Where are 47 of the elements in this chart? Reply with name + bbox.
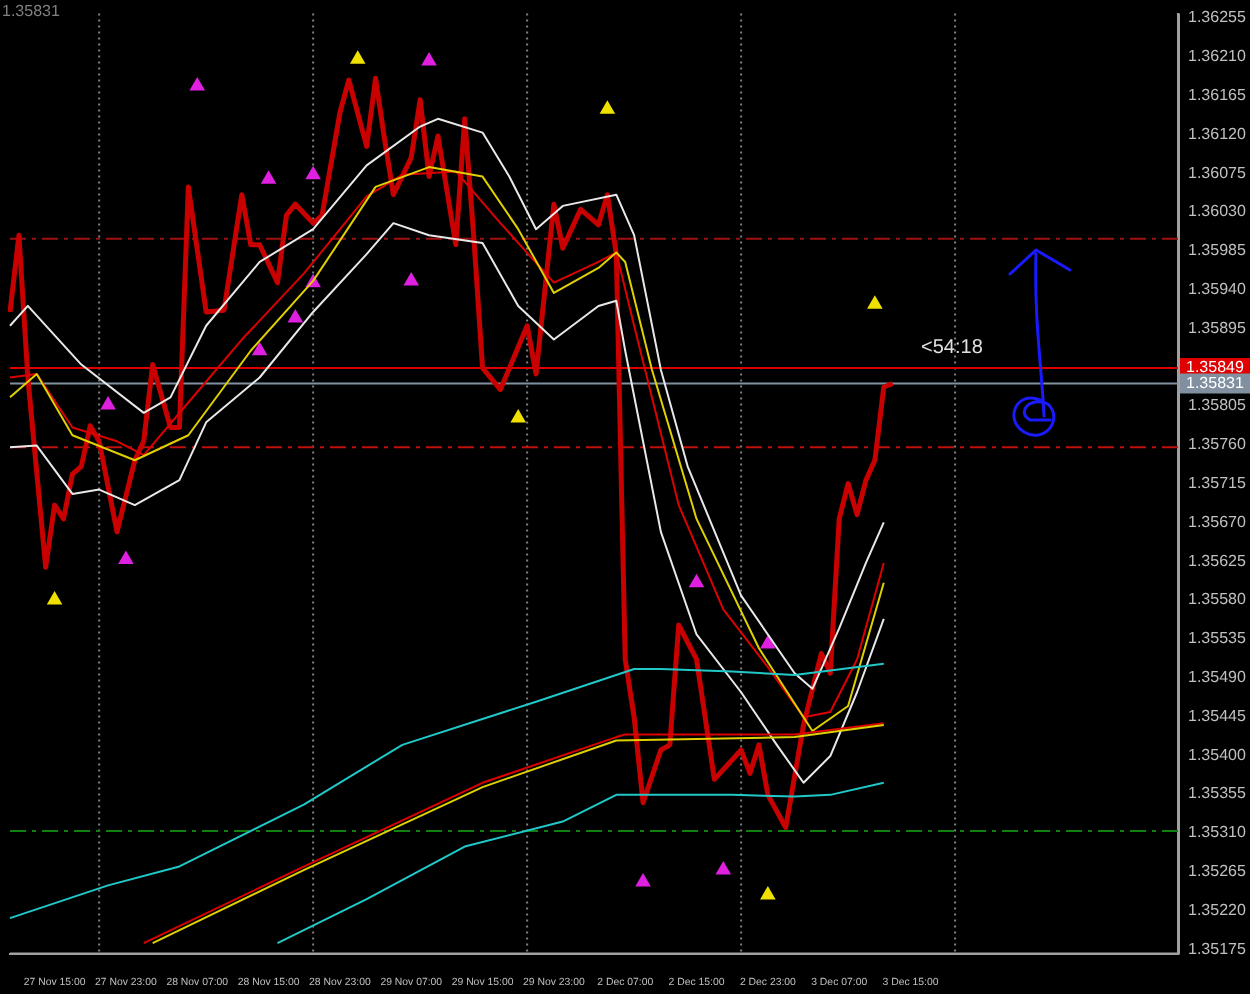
point	[404, 272, 419, 286]
point	[261, 171, 276, 184]
point	[118, 551, 133, 564]
point	[760, 635, 775, 649]
y-tick-label: 1.35535	[1188, 629, 1247, 648]
y-tick-label: 1.35985	[1188, 241, 1247, 260]
y-tick-label: 1.35310	[1188, 823, 1247, 842]
point	[867, 296, 882, 309]
y-tick-label: 1.35760	[1188, 435, 1247, 454]
point	[350, 51, 365, 64]
y-tick-label: 1.36075	[1188, 163, 1247, 182]
y-tick-label: 1.35895	[1188, 318, 1247, 337]
y-tick-label: 1.35670	[1188, 512, 1247, 531]
annotation: <54:18	[921, 336, 984, 359]
point	[421, 53, 437, 66]
point	[600, 101, 615, 114]
point	[101, 397, 116, 410]
y-tick-label: 1.35580	[1188, 590, 1247, 609]
point	[716, 861, 731, 875]
y-tick-label: 1.35400	[1188, 745, 1247, 764]
y-tick-label: 1.35220	[1188, 900, 1247, 919]
y-tick-label: 1.35355	[1188, 784, 1247, 803]
ref-line-label: 1.35849	[1186, 358, 1245, 377]
point	[47, 591, 62, 605]
ref-line-label: 1.35831	[1186, 373, 1245, 392]
point	[635, 873, 651, 887]
point	[511, 410, 526, 423]
point	[689, 574, 704, 588]
y-tick-label: 1.35490	[1188, 667, 1247, 686]
point	[190, 78, 205, 91]
y-tick-label: 1.36165	[1188, 85, 1247, 104]
annotation: 1.35831	[2, 2, 61, 21]
y-tick-label: 1.35715	[1188, 473, 1247, 492]
y-tick-label: 1.36120	[1188, 124, 1247, 143]
point	[252, 342, 267, 356]
y-tick-label: 1.35940	[1188, 279, 1247, 298]
point	[306, 166, 321, 180]
y-tick-label: 1.35805	[1188, 396, 1247, 415]
point	[288, 310, 303, 323]
point	[760, 886, 775, 900]
y-tick-label: 1.36030	[1188, 202, 1247, 221]
y-tick-label: 1.35175	[1188, 939, 1247, 958]
y-tick-label: 1.35625	[1188, 551, 1247, 570]
y-tick-label: 1.36255	[1188, 8, 1247, 27]
y-tick-label: 1.35445	[1188, 706, 1247, 725]
y-tick-label: 1.36210	[1188, 47, 1247, 66]
y-tick-label: 1.35265	[1188, 862, 1247, 881]
